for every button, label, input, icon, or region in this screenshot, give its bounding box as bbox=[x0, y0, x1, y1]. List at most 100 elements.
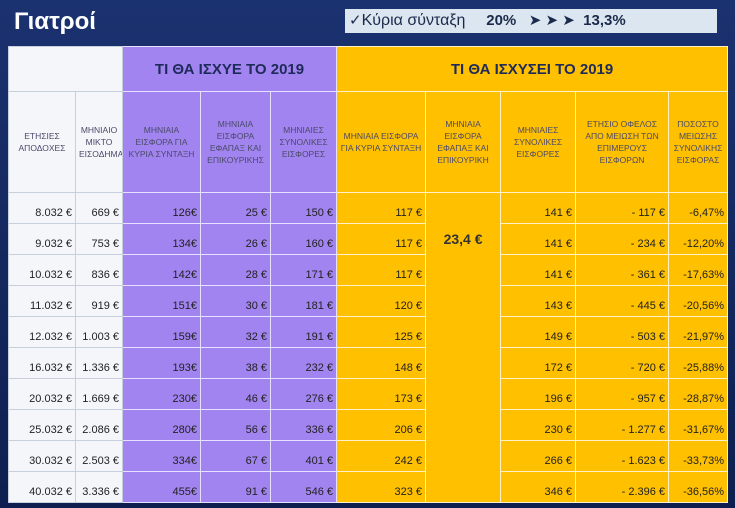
table-cell: 26 € bbox=[200, 223, 271, 255]
table-cell: 193€ bbox=[122, 347, 201, 379]
table-cell: ΤΙ ΘΑ ΙΣΧΥΣΕΙ ΤΟ 2019 bbox=[336, 46, 729, 92]
table-cell: 25 € bbox=[200, 192, 271, 224]
table-cell: 172 € bbox=[500, 347, 577, 379]
table-cell: - 117 € bbox=[575, 192, 670, 224]
table-cell: 91 € bbox=[200, 471, 271, 503]
table-cell: 8.032 € bbox=[8, 192, 76, 224]
table-cell: 141 € bbox=[500, 254, 577, 286]
table-cell: 160 € bbox=[269, 223, 338, 255]
table-cell: 134€ bbox=[122, 223, 201, 255]
table-cell: 142€ bbox=[122, 254, 201, 286]
table-cell: -25,88% bbox=[668, 347, 729, 379]
table-cell: ΜΗΝΙΑΙΕΣ ΣΥΝΟΛΙΚΕΣ ΕΙΣΦΟΡΕΣ bbox=[269, 91, 338, 193]
table-row: 40.032 €3.336 €455€ 91 €546 €323 € 346 € - … bbox=[8, 471, 729, 503]
badge-label: Κύρια σύνταξη bbox=[361, 12, 466, 29]
table-cell: 336 € bbox=[269, 409, 338, 441]
table-cell: -31,67% bbox=[668, 409, 729, 441]
table-cell: 2.503 € bbox=[75, 440, 123, 472]
table-cell: 148 € bbox=[336, 347, 427, 379]
table-row: ΕΤΗΣΙΕΣ ΑΠΟΔΟΧΕΣ ΜΗΝΙΑΙΟ ΜΙΚΤΟ ΕΙΣΟΔΗΜΑ ΜΗ… bbox=[8, 91, 729, 193]
table-row: 10.032 €836 €142€ 28 €171 €117 € 141 € - 36… bbox=[8, 254, 729, 286]
table-cell: 32 € bbox=[200, 316, 271, 348]
table-cell: ΜΗΝΙΑΙΑ ΕΙΣΦΟΡΑ ΓΙΑ ΚΥΡΙΑ ΣΥΝΤΑΞΗ bbox=[122, 91, 201, 193]
table-cell: 242 € bbox=[336, 440, 427, 472]
table-cell: 10.032 € bbox=[8, 254, 76, 286]
table-cell: -28,87% bbox=[668, 378, 729, 410]
table-row: 9.032 €753 €134€ 26 €160 €117 € 141 € - 234… bbox=[8, 223, 729, 255]
table-cell: ΜΗΝΙΑΙΕΣ ΣΥΝΟΛΙΚΕΣ ΕΙΣΦΟΡΕΣ bbox=[500, 91, 577, 193]
table-cell: 206 € bbox=[336, 409, 427, 441]
table-cell: 836 € bbox=[75, 254, 123, 286]
badge-to: 13,3% bbox=[583, 12, 626, 29]
table-cell: 2.086 € bbox=[75, 409, 123, 441]
table-cell: 1.336 € bbox=[75, 347, 123, 379]
table-row: 25.032 €2.086 €280€ 56 €336 €206 € 230 € - … bbox=[8, 409, 729, 441]
table-cell: 117 € bbox=[336, 192, 427, 224]
table-cell: -20,56% bbox=[668, 285, 729, 317]
table-row: 30.032 €2.503 €334€ 67 €401 €242 € 266 € - … bbox=[8, 440, 729, 472]
table-cell: - 720 € bbox=[575, 347, 670, 379]
table-row: ΤΙ ΘΑ ΙΣΧΥΕ ΤΟ 2019 ΤΙ ΘΑ ΙΣΧΥΣΕΙ ΤΟ 2019 bbox=[8, 46, 729, 92]
table-cell: 12.032 € bbox=[8, 316, 76, 348]
table-cell: 230€ bbox=[122, 378, 201, 410]
table-cell: 230 € bbox=[500, 409, 577, 441]
table-cell: 401 € bbox=[269, 440, 338, 472]
table-cell: 9.032 € bbox=[8, 223, 76, 255]
table-cell: - 1.623 € bbox=[575, 440, 670, 472]
table-cell: 151€ bbox=[122, 285, 201, 317]
table-cell: 276 € bbox=[269, 378, 338, 410]
table-cell: 141 € bbox=[500, 223, 577, 255]
table-cell: 196 € bbox=[500, 378, 577, 410]
table-cell: 346 € bbox=[500, 471, 577, 503]
table-cell: 40.032 € bbox=[8, 471, 76, 503]
table-cell: 3.336 € bbox=[75, 471, 123, 503]
table-cell: 191 € bbox=[269, 316, 338, 348]
table-cell: 38 € bbox=[200, 347, 271, 379]
table-cell: -17,63% bbox=[668, 254, 729, 286]
badge-from: 20% bbox=[486, 12, 517, 29]
table-cell: 125 € bbox=[336, 316, 427, 348]
table-cell: - 234 € bbox=[575, 223, 670, 255]
table-cell: - 957 € bbox=[575, 378, 670, 410]
table-cell: 266 € bbox=[500, 440, 577, 472]
table-cell: ΕΤΗΣΙΟ ΟΦΕΛΟΣ ΑΠΟ ΜΕΙΩΣΗ ΤΩΝ ΕΠΙΜΕΡΟΥΣ Ε… bbox=[575, 91, 670, 193]
table-cell: ΠΟΣΟΣΤΟ ΜΕΙΩΣΗΣ ΣΥΝΟΛΙΚΗΣ ΕΙΣΦΟΡΑΣ bbox=[668, 91, 729, 193]
table-cell: -21,97% bbox=[668, 316, 729, 348]
table-cell: 126€ bbox=[122, 192, 201, 224]
table-cell: - 1.277 € bbox=[575, 409, 670, 441]
table-cell: ΕΤΗΣΙΕΣ ΑΠΟΔΟΧΕΣ bbox=[8, 91, 76, 193]
table-cell: ΜΗΝΙΑΙΑ ΕΙΣΦΟΡΑ ΕΦΑΠΑΞ ΚΑΙ ΕΠΙΚΟΥΡΙΚΗ bbox=[425, 91, 502, 193]
table-cell: ΜΗΝΙΑΙΑ ΕΙΣΦΟΡΑ ΓΙΑ ΚΥΡΙΑ ΣΥΝΤΑΞΗ bbox=[336, 91, 427, 193]
table-cell: -12,20% bbox=[668, 223, 729, 255]
table: ΤΙ ΘΑ ΙΣΧΥΕ ΤΟ 2019 ΤΙ ΘΑ ΙΣΧΥΣΕΙ ΤΟ 2019… bbox=[8, 46, 729, 503]
table-cell: 280€ bbox=[122, 409, 201, 441]
table-cell: 143 € bbox=[500, 285, 577, 317]
table-cell: 141 € bbox=[500, 192, 577, 224]
table-cell: 30.032 € bbox=[8, 440, 76, 472]
table-cell: 455€ bbox=[122, 471, 201, 503]
table-cell: 20.032 € bbox=[8, 378, 76, 410]
table-cell: 16.032 € bbox=[8, 347, 76, 379]
table-cell: 150 € bbox=[269, 192, 338, 224]
table-cell: 669 € bbox=[75, 192, 123, 224]
table-row: 12.032 €1.003 €159€ 32 €191 €125 € 149 € - … bbox=[8, 316, 729, 348]
table-cell: 117 € bbox=[336, 223, 427, 255]
table-cell: ΜΗΝΙΑΙΟ ΜΙΚΤΟ ΕΙΣΟΔΗΜΑ bbox=[75, 91, 123, 193]
table-cell: 181 € bbox=[269, 285, 338, 317]
table-cell: 919 € bbox=[75, 285, 123, 317]
table-cell: 30 € bbox=[200, 285, 271, 317]
table-cell: - 2.396 € bbox=[575, 471, 670, 503]
table-cell: 159€ bbox=[122, 316, 201, 348]
table-row: 8.032 €669 €126€ 25 €150 €117 €23,4 €141 … bbox=[8, 192, 729, 503]
table-cell: 149 € bbox=[500, 316, 577, 348]
table-cell: 28 € bbox=[200, 254, 271, 286]
table-cell bbox=[8, 46, 123, 92]
table-cell: - 503 € bbox=[575, 316, 670, 348]
table-row: 16.032 €1.336 €193€ 38 €232 €148 € 172 € - … bbox=[8, 347, 729, 379]
table-row: 20.032 €1.669 €230€ 46 €276 €173 € 196 € - … bbox=[8, 378, 729, 410]
table-cell: 334€ bbox=[122, 440, 201, 472]
table-cell: 11.032 € bbox=[8, 285, 76, 317]
table-cell: 120 € bbox=[336, 285, 427, 317]
table-cell: 46 € bbox=[200, 378, 271, 410]
table-cell: 232 € bbox=[269, 347, 338, 379]
